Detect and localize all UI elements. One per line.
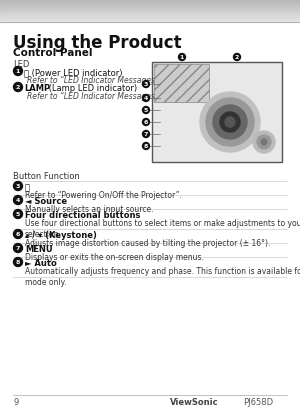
Text: 8: 8 — [16, 260, 20, 265]
Text: Automatically adjusts frequency and phase. This function is available for comput: Automatically adjusts frequency and phas… — [25, 267, 300, 287]
Text: Refer to “Powering On/Off the Projector”.: Refer to “Powering On/Off the Projector”… — [25, 191, 182, 200]
Text: Adjusts image distortion caused by tilting the projector (± 16°).: Adjusts image distortion caused by tilti… — [25, 239, 270, 248]
Text: 1: 1 — [16, 69, 20, 74]
Text: Refer to “LED Indicator Messages”.: Refer to “LED Indicator Messages”. — [27, 76, 161, 85]
Text: Using the Product: Using the Product — [13, 34, 182, 52]
Text: 2: 2 — [235, 55, 239, 60]
Bar — [0, 1, 300, 2]
FancyBboxPatch shape — [152, 62, 282, 162]
Circle shape — [178, 53, 185, 60]
Text: Manually selects an input source.: Manually selects an input source. — [25, 205, 154, 214]
Bar — [0, 5, 300, 6]
Bar — [0, 19, 300, 20]
Circle shape — [14, 67, 22, 75]
Circle shape — [213, 105, 247, 139]
Text: Refer to “LED Indicator Messages”.: Refer to “LED Indicator Messages”. — [27, 92, 161, 101]
Bar — [0, 11, 300, 12]
Circle shape — [206, 98, 254, 146]
Text: Button Function: Button Function — [13, 172, 80, 181]
Bar — [0, 9, 300, 10]
Bar — [0, 15, 300, 16]
Circle shape — [142, 95, 149, 102]
Text: (Lamp LED indicator): (Lamp LED indicator) — [46, 84, 137, 93]
Bar — [0, 2, 300, 3]
Text: ViewSonic: ViewSonic — [170, 398, 219, 407]
Circle shape — [200, 92, 260, 152]
Circle shape — [14, 257, 22, 266]
Circle shape — [261, 139, 267, 145]
Circle shape — [142, 142, 149, 149]
Circle shape — [14, 244, 22, 253]
Circle shape — [142, 106, 149, 113]
Circle shape — [233, 53, 241, 60]
Text: 5: 5 — [16, 212, 20, 217]
Text: ⏻: ⏻ — [25, 183, 30, 192]
Text: ► Auto: ► Auto — [25, 259, 57, 268]
Circle shape — [14, 209, 22, 219]
Circle shape — [14, 229, 22, 239]
Text: 7: 7 — [144, 132, 148, 137]
Circle shape — [14, 82, 22, 91]
Bar — [0, 16, 300, 17]
Bar — [0, 13, 300, 14]
Circle shape — [220, 112, 240, 132]
Bar — [0, 7, 300, 8]
Circle shape — [142, 118, 149, 126]
Text: 3: 3 — [144, 82, 148, 87]
Text: 7: 7 — [16, 246, 20, 251]
Bar — [0, 6, 300, 7]
FancyBboxPatch shape — [154, 64, 209, 102]
Text: 1: 1 — [180, 55, 184, 60]
Text: ⏻ (Power LED indicator): ⏻ (Power LED indicator) — [24, 68, 122, 77]
Bar — [0, 20, 300, 21]
Text: 6: 6 — [16, 232, 20, 237]
Bar — [0, 21, 300, 22]
Text: 2: 2 — [16, 85, 20, 90]
Bar — [0, 3, 300, 4]
Text: LED: LED — [13, 60, 29, 69]
Circle shape — [142, 80, 149, 87]
Text: MENU: MENU — [25, 245, 52, 254]
Text: 6: 6 — [144, 120, 148, 125]
Text: 4: 4 — [144, 96, 148, 101]
Circle shape — [225, 117, 235, 127]
Text: PJ658D: PJ658D — [243, 398, 273, 407]
Bar — [0, 10, 300, 11]
Text: ▴ / ▾ (Keystone): ▴ / ▾ (Keystone) — [25, 231, 97, 240]
Text: 4: 4 — [16, 198, 20, 203]
Text: Control Panel: Control Panel — [13, 48, 92, 58]
Text: Four directional buttons: Four directional buttons — [25, 211, 140, 220]
Circle shape — [253, 131, 275, 153]
Circle shape — [14, 182, 22, 191]
Text: 8: 8 — [144, 144, 148, 149]
Text: LAMP: LAMP — [24, 84, 50, 93]
Bar — [0, 18, 300, 19]
Bar — [0, 14, 300, 15]
Text: Use four directional buttons to select items or make adjustments to your
selecti: Use four directional buttons to select i… — [25, 219, 300, 239]
Bar — [0, 8, 300, 9]
Bar — [0, 17, 300, 18]
Bar — [0, 12, 300, 13]
Circle shape — [14, 195, 22, 204]
Text: ◄ Source: ◄ Source — [25, 197, 67, 206]
Bar — [0, 4, 300, 5]
Text: 3: 3 — [16, 184, 20, 189]
Text: Displays or exits the on-screen display menus.: Displays or exits the on-screen display … — [25, 253, 204, 262]
Text: 5: 5 — [144, 108, 148, 113]
Circle shape — [142, 131, 149, 137]
Circle shape — [257, 135, 271, 149]
Bar — [0, 0, 300, 1]
Text: 9: 9 — [13, 398, 18, 407]
